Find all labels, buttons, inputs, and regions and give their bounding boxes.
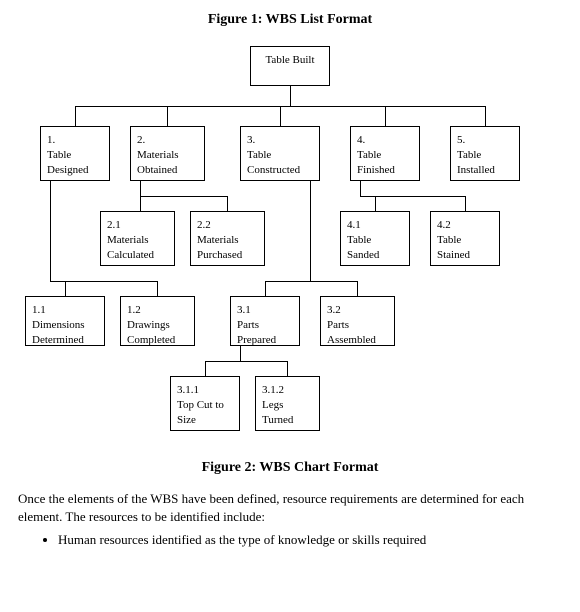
node-root: Table Built — [250, 46, 330, 86]
bullet-list: Human resources identified as the type o… — [40, 531, 560, 549]
node-3-2: 3.2Parts Assembled — [320, 296, 395, 346]
wbs-chart: Table Built 1.Table Designed 2.Materials… — [10, 36, 570, 456]
node-3: 3.Table Constructed — [240, 126, 320, 181]
figure1-title: Figure 1: WBS List Format — [0, 12, 580, 28]
node-3-1: 3.1Parts Prepared — [230, 296, 300, 346]
node-3-1-1: 3.1.1Top Cut to Size — [170, 376, 240, 431]
node-2-1: 2.1Materials Calculated — [100, 211, 175, 266]
node-2-2: 2.2Materials Purchased — [190, 211, 265, 266]
node-1: 1.Table Designed — [40, 126, 110, 181]
node-1-2: 1.2Drawings Completed — [120, 296, 195, 346]
node-4-2: 4.2Table Stained — [430, 211, 500, 266]
bullet-item: Human resources identified as the type o… — [58, 531, 560, 549]
node-5: 5.Table Installed — [450, 126, 520, 181]
node-4-1: 4.1Table Sanded — [340, 211, 410, 266]
body-paragraph: Once the elements of the WBS have been d… — [18, 490, 562, 525]
node-2: 2.Materials Obtained — [130, 126, 205, 181]
node-1-1: 1.1Dimensions Determined — [25, 296, 105, 346]
figure2-title: Figure 2: WBS Chart Format — [0, 460, 580, 476]
node-4: 4.Table Finished — [350, 126, 420, 181]
node-3-1-2: 3.1.2Legs Turned — [255, 376, 320, 431]
